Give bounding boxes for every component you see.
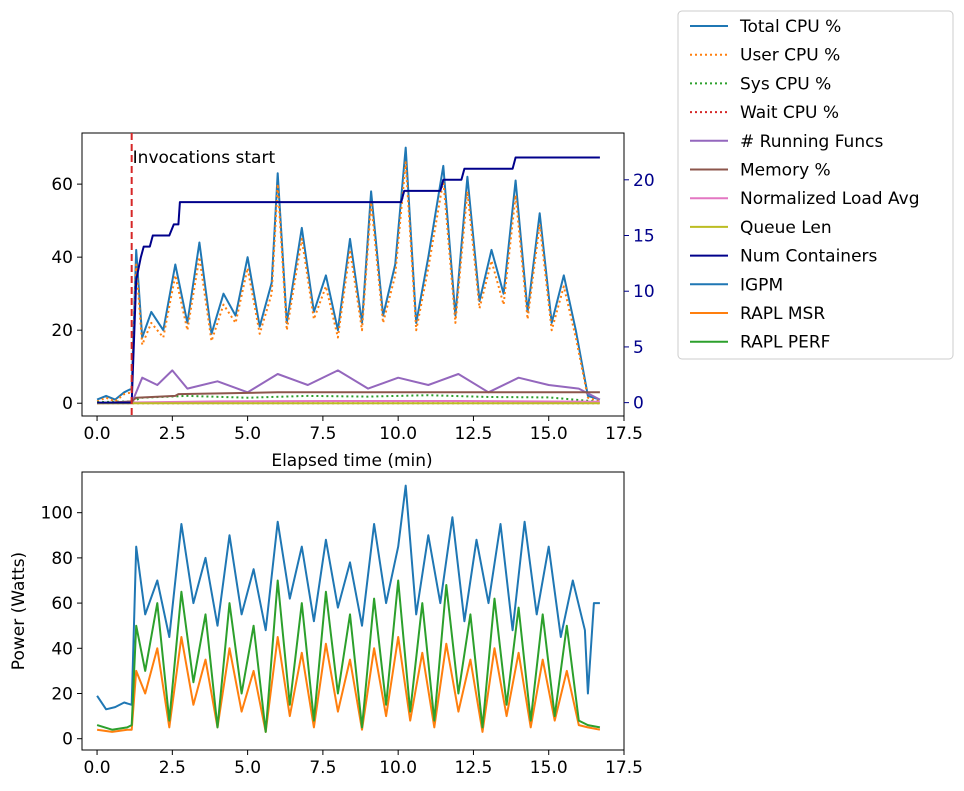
series-rapl-msr: [96, 636, 601, 733]
top-y2-tick-label: 0: [633, 394, 644, 414]
bottom-y-axis-label: Power (Watts): [9, 552, 29, 670]
top-x-tick-label: 5.0: [234, 424, 261, 444]
bottom-plot-frame: [81, 471, 625, 751]
top-y2-tick-label: 20: [633, 171, 655, 191]
top-y-tick-label: 0: [62, 394, 73, 414]
bottom-y-tick-label: 80: [51, 549, 73, 569]
bottom-x-tick-label: 15.0: [530, 758, 568, 778]
series-total-cpu: [96, 146, 601, 401]
bottom-x-tick-label: 7.5: [309, 758, 336, 778]
legend-label-queue-len: Queue Len: [740, 218, 832, 238]
top-y-ticks: 0 20 40 60: [51, 175, 82, 414]
top-y2-ticks: 0 5 10 15 20: [624, 171, 655, 414]
top-x-axis-label: Elapsed time (min): [271, 451, 432, 471]
bottom-y-tick-label: 100: [41, 504, 73, 524]
top-series-group: [96, 146, 601, 405]
bottom-y-tick-label: 20: [51, 684, 73, 704]
series-rapl-perf: [96, 579, 601, 733]
top-x-tick-label: 15.0: [530, 424, 568, 444]
bottom-y-ticks: 0 20 40 60 80 100: [41, 504, 82, 750]
top-y-tick-label: 20: [51, 321, 73, 341]
bottom-x-tick-label: 10.0: [379, 758, 417, 778]
bottom-x-ticks: 0.0 2.5 5.0 7.5 10.0 12.5 15.0 17.5: [84, 750, 643, 778]
top-chart: Invocations start 0.0 2.5 5.0 7.5 10.0 12.5 15…: [51, 132, 655, 471]
legend: Total CPU % User CPU % Sys CPU % Wait CPU %…: [677, 10, 954, 360]
bottom-y-tick-label: 60: [51, 594, 73, 614]
bottom-x-tick-label: 2.5: [159, 758, 186, 778]
top-x-tick-label: 7.5: [309, 424, 336, 444]
legend-label-normalized-load-avg: Normalized Load Avg: [740, 189, 919, 209]
legend-label-running-funcs: # Running Funcs: [740, 132, 883, 152]
bottom-x-tick-label: 12.5: [455, 758, 493, 778]
legend-label-rapl-perf: RAPL PERF: [740, 333, 830, 353]
bottom-chart: 0.0 2.5 5.0 7.5 10.0 12.5 15.0 17.5 0 20 40 60 80 10…: [9, 471, 643, 778]
series-sys-cpu: [97, 394, 600, 404]
legend-label-num-containers: Num Containers: [740, 247, 878, 267]
top-x-tick-label: 2.5: [159, 424, 186, 444]
top-y2-tick-label: 10: [633, 282, 655, 302]
bottom-series-group: [96, 484, 601, 733]
legend-label-igpm: IGPM: [740, 275, 783, 295]
bottom-x-tick-label: 5.0: [234, 758, 261, 778]
top-plot-frame: [81, 132, 625, 417]
legend-label-sys-cpu: Sys CPU %: [740, 74, 831, 94]
legend-label-total-cpu: Total CPU %: [739, 17, 841, 37]
top-x-ticks: 0.0 2.5 5.0 7.5 10.0 12.5 15.0 17.5: [84, 416, 643, 444]
series-running-funcs: [97, 369, 601, 405]
bottom-x-tick-label: 0.0: [84, 758, 111, 778]
top-y2-tick-label: 15: [633, 227, 655, 247]
legend-label-user-cpu: User CPU %: [740, 46, 840, 66]
top-x-tick-label: 12.5: [455, 424, 493, 444]
top-y-tick-label: 60: [51, 175, 73, 195]
bottom-x-tick-label: 17.5: [605, 758, 643, 778]
legend-items: Total CPU % User CPU % Sys CPU % Wait CPU %…: [690, 17, 919, 353]
top-y2-tick-label: 5: [633, 338, 644, 358]
series-num-containers: [97, 156, 600, 404]
legend-label-wait-cpu: Wait CPU %: [740, 103, 839, 123]
top-x-tick-label: 10.0: [379, 424, 417, 444]
bottom-y-tick-label: 0: [62, 730, 73, 750]
top-x-tick-label: 17.5: [605, 424, 643, 444]
series-igpm: [96, 484, 600, 711]
top-y-tick-label: 40: [51, 248, 73, 268]
legend-box: [677, 10, 954, 360]
top-x-tick-label: 0.0: [84, 424, 111, 444]
series-user-cpu: [96, 161, 601, 403]
bottom-y-tick-label: 40: [51, 639, 73, 659]
invocations-start-annotation: Invocations start: [133, 148, 276, 168]
legend-label-rapl-msr: RAPL MSR: [740, 304, 825, 324]
legend-label-memory: Memory %: [740, 161, 831, 181]
